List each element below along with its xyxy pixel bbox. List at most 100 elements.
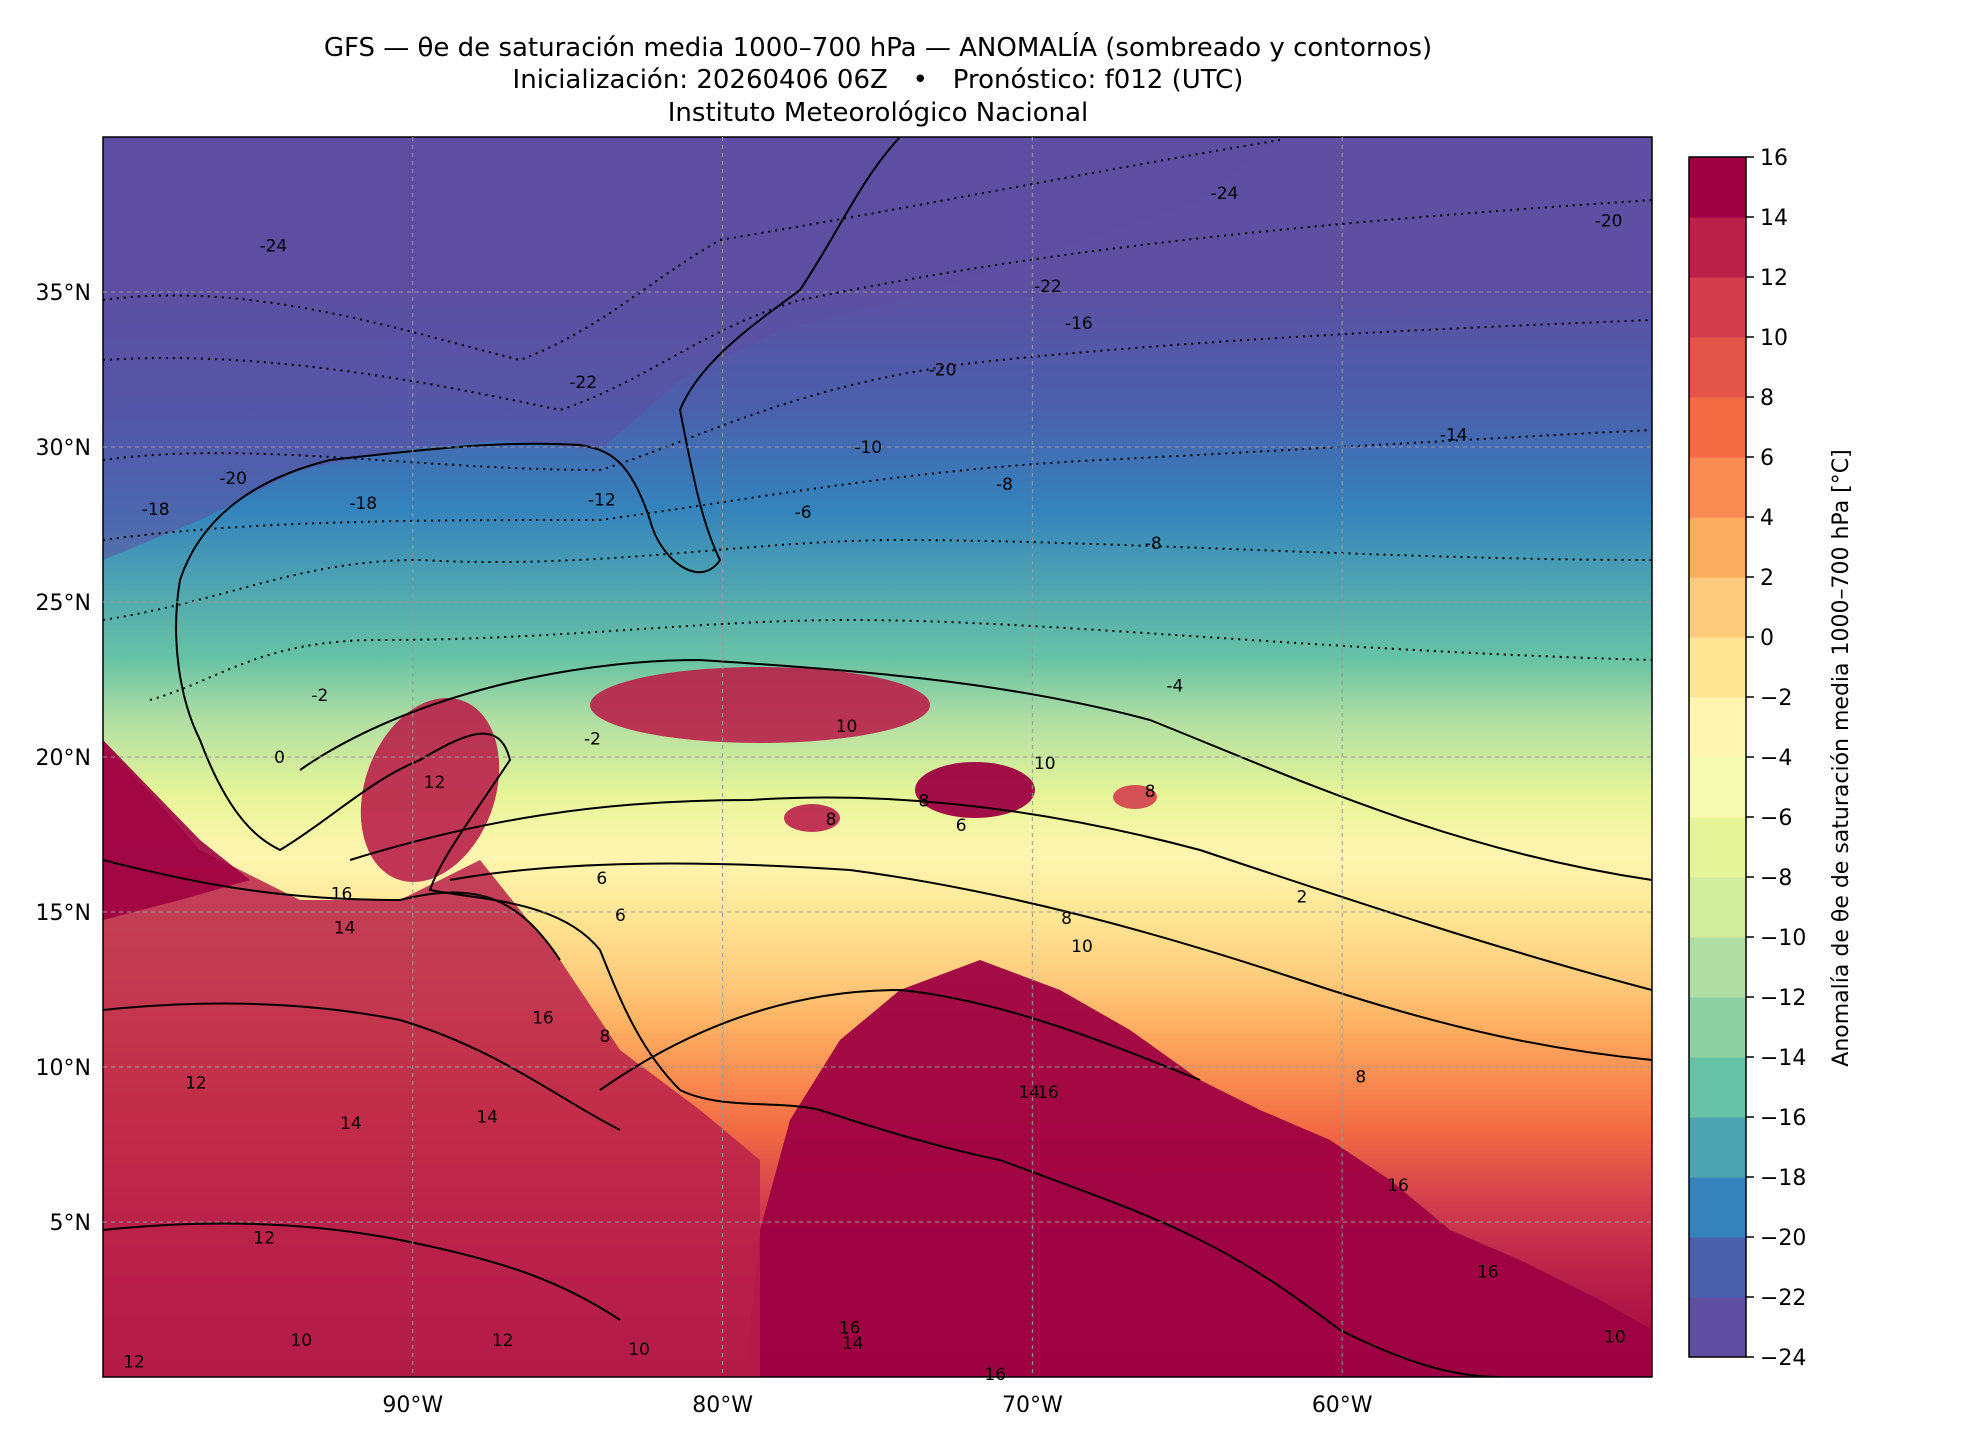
contour-label: -24 (259, 237, 287, 257)
contour-label: 8 (1355, 1067, 1366, 1087)
solid-positive-contours (103, 658, 1652, 1321)
pacific-warm-sea (103, 740, 760, 1377)
colorbar-swatch (1689, 277, 1746, 338)
contour-label: 14 (1018, 1083, 1040, 1103)
contour-label: 12 (492, 1331, 514, 1351)
contour-label: -16 (1065, 314, 1093, 334)
title-line-1: GFS — θe de saturación media 1000–700 hP… (324, 31, 1432, 63)
contour-label: 0 (274, 748, 285, 768)
title-line-2: Inicialización: 20260406 06Z • Pronóstic… (513, 65, 1244, 95)
colorbar-tick-label: 12 (1760, 266, 1788, 291)
colorbar-swatch (1689, 817, 1746, 878)
contour-label: -22 (1034, 277, 1062, 297)
contour-label: 14 (334, 919, 356, 939)
colorbar-swatch (1689, 937, 1746, 998)
contour-label: -22 (569, 373, 597, 393)
latitude-ticks: 35°N 30°N 25°N 20°N 15°N 10°N 5°N (36, 281, 91, 1236)
colorbar-swatch (1689, 577, 1746, 638)
contour-label: 12 (253, 1229, 275, 1249)
colorbar-tick-label: 2 (1760, 566, 1774, 591)
colorbar-tick-label: −10 (1760, 926, 1806, 951)
colorbar-swatch (1689, 637, 1746, 698)
colorbar-swatch (1689, 1237, 1746, 1298)
colorbar-tick-label: 14 (1760, 206, 1788, 231)
contour-label: -2 (311, 686, 328, 706)
colorbar-tick-label: 10 (1760, 326, 1788, 351)
colorbar-swatch (1689, 217, 1746, 278)
contour-label: 2 (1297, 888, 1308, 908)
colorbar-swatch (1689, 457, 1746, 518)
colorbar-label: Anomalía de θe de saturación media 1000–… (1829, 449, 1854, 1066)
contour-label: -4 (1166, 677, 1183, 697)
lat-tick-label: 20°N (36, 746, 91, 771)
colorbar-tick-label: 8 (1760, 386, 1774, 411)
contour-label: -8 (1145, 534, 1162, 554)
contour-label: 8 (1145, 782, 1156, 802)
contour-label: 16 (532, 1008, 554, 1028)
contour-label: 12 (123, 1353, 145, 1373)
contour-label: 16 (839, 1318, 861, 1338)
contour-label: 16 (1477, 1263, 1499, 1283)
lon-tick-label: 70°W (1002, 1393, 1063, 1418)
colorbar: −24−22−20−18−16−14−12−10−8−6−4−202468101… (1688, 146, 1806, 1371)
colorbar-tick-label: −18 (1760, 1166, 1806, 1191)
colorbar-swatch (1689, 1117, 1746, 1178)
colorbar-swatch (1689, 1297, 1746, 1358)
lat-tick-label: 25°N (36, 591, 91, 616)
contour-label: 14 (842, 1334, 864, 1354)
colorbar-tick-label: 6 (1760, 446, 1774, 471)
contour-label: 6 (596, 869, 607, 889)
graticule (103, 137, 1652, 1377)
contour-label: 10 (1071, 937, 1093, 957)
colorbar-tick-label: −12 (1760, 986, 1806, 1011)
contour-label: 8 (919, 791, 930, 811)
colorbar-tick-label: −14 (1760, 1046, 1806, 1071)
colorbar-swatch (1689, 1057, 1746, 1118)
contour-label: -10 (854, 438, 882, 458)
lon-tick-label: 90°W (382, 1393, 443, 1418)
contour-label: -18 (142, 500, 170, 520)
contour-label: -20 (1595, 212, 1623, 232)
colorbar-swatch (1689, 697, 1746, 758)
colorbar-tick-label: −4 (1760, 746, 1792, 771)
longitude-ticks: 90°W 80°W 70°W 60°W (382, 1393, 1372, 1418)
colorbar-swatch (1689, 757, 1746, 818)
dotted-negative-contours (103, 139, 1652, 701)
colorbar-swatch (1689, 337, 1746, 398)
contour-label: 14 (476, 1108, 498, 1128)
puerto-rico-warm-anomaly (1113, 785, 1157, 809)
colorbar-swatch (1689, 397, 1746, 458)
contour-label: -20 (219, 469, 247, 489)
lat-tick-label: 5°N (50, 1211, 91, 1236)
contour-label: -12 (588, 491, 616, 511)
colorbar-tick-label: −16 (1760, 1106, 1806, 1131)
hispaniola-warm-anomaly (915, 762, 1035, 818)
colorbar-tick-label: 4 (1760, 506, 1774, 531)
contour-label: -6 (795, 503, 812, 523)
contour-label: 8 (826, 810, 837, 830)
colorbar-tick-label: −20 (1760, 1226, 1806, 1251)
contour-label: -18 (349, 494, 377, 514)
coastline (175, 137, 1501, 1377)
colorbar-swatch (1689, 1177, 1746, 1238)
contour-label: 12 (424, 773, 446, 793)
colorbar-tick-label: −6 (1760, 806, 1792, 831)
colorbar-tick-label: −22 (1760, 1286, 1806, 1311)
colorbar-swatch (1689, 877, 1746, 938)
lat-tick-label: 15°N (36, 901, 91, 926)
contour-label: 16 (331, 884, 353, 904)
contour-label: 16 (984, 1365, 1006, 1385)
colorbar-tick-label: −2 (1760, 686, 1792, 711)
contour-label: 10 (1034, 754, 1056, 774)
colorbar-tick-label: 16 (1760, 146, 1788, 171)
contour-label: 10 (290, 1331, 312, 1351)
colorbar-tick-label: 0 (1760, 626, 1774, 651)
title-line-3: Instituto Meteorológico Nacional (668, 98, 1088, 128)
contour-label: 16 (1037, 1083, 1059, 1103)
contour-label: -8 (996, 475, 1013, 495)
lat-tick-label: 35°N (36, 281, 91, 306)
contour-label: 6 (615, 906, 626, 926)
contour-label: 10 (836, 717, 858, 737)
colorbar-tick-label: −8 (1760, 866, 1792, 891)
